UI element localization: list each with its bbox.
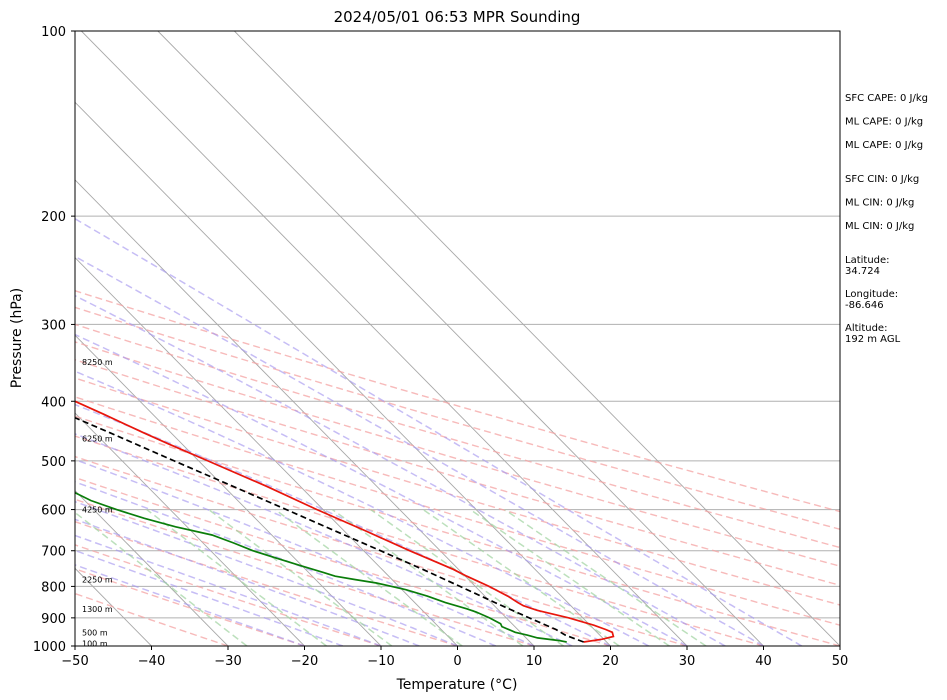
x-tick-label: 50 bbox=[832, 654, 849, 669]
annotation-line: ML CAPE: 0 J/kg bbox=[845, 140, 923, 151]
isotherm-line bbox=[157, 31, 764, 646]
isotherm-line bbox=[75, 256, 458, 646]
x-tick-label: −30 bbox=[214, 654, 241, 669]
dry-adiabat bbox=[75, 435, 764, 646]
parcel-profile bbox=[75, 416, 584, 643]
annotation-text: ML CIN: 0 J/kg bbox=[845, 221, 914, 232]
height-label: 4250 m bbox=[82, 506, 113, 515]
x-tick-label: 10 bbox=[526, 654, 543, 669]
x-tick-label: 40 bbox=[755, 654, 772, 669]
plot-area: 100 m 500 m 1300 m 2250 m 4250 m 6250 m 8250 m bbox=[75, 31, 840, 648]
annotation-line: SFC CIN: 0 J/kg bbox=[845, 174, 919, 185]
height-label: 2250 m bbox=[82, 576, 113, 585]
mixing-ratio-line bbox=[469, 508, 670, 646]
temperature-profile bbox=[75, 400, 615, 643]
y-tick-label: 800 bbox=[41, 580, 66, 595]
mixing-ratio-line bbox=[504, 508, 707, 646]
annotation-line: 192 m AGL bbox=[845, 334, 901, 345]
y-tick-label: 600 bbox=[41, 504, 66, 519]
annotation-line: 34.724 bbox=[845, 266, 880, 277]
annotation-text: SFC CAPE: 0 J/kg bbox=[845, 93, 928, 104]
moist-adiabat bbox=[75, 255, 764, 646]
isotherm-line bbox=[75, 101, 611, 646]
mixing-ratio-line bbox=[370, 508, 564, 646]
height-label: 6250 m bbox=[82, 435, 113, 444]
moist-adiabat bbox=[75, 481, 497, 646]
y-tick-label: 300 bbox=[41, 318, 66, 333]
x-tick-label: 0 bbox=[453, 654, 461, 669]
y-tick-label: 100 bbox=[41, 25, 66, 40]
y-tick-label: 700 bbox=[41, 545, 66, 560]
annotation-line: -86.646 bbox=[845, 300, 884, 311]
annotation-text: Latitude: 34.724 bbox=[845, 255, 890, 277]
annotation-line: ML CIN: 0 J/kg bbox=[845, 221, 914, 232]
x-tick-label: −40 bbox=[138, 654, 165, 669]
mixing-ratio-line bbox=[146, 509, 327, 646]
side-annotations: SFC CAPE: 0 J/kg ML CAPE: 0 J/kg ML CAPE: … bbox=[845, 93, 928, 345]
moist-adiabat bbox=[75, 370, 650, 646]
moist-adiabat bbox=[75, 217, 803, 646]
isotherm-line bbox=[75, 489, 229, 646]
dry-adiabat bbox=[75, 476, 611, 646]
dry-adiabat bbox=[75, 455, 688, 646]
annotation-text: ML CAPE: 0 J/kg bbox=[845, 117, 923, 128]
moist-adiabat bbox=[75, 534, 382, 646]
annotation-line: Longitude: bbox=[845, 289, 898, 300]
annotation-text: SFC CIN: 0 J/kg bbox=[845, 174, 919, 185]
y-tick-label: 900 bbox=[41, 612, 66, 627]
moist-adiabat bbox=[75, 433, 573, 646]
annotation-line: SFC CAPE: 0 J/kg bbox=[845, 93, 928, 104]
annotation-text: ML CAPE: 0 J/kg bbox=[845, 140, 923, 151]
y-tick-label: 400 bbox=[41, 395, 66, 410]
isotherm-line bbox=[75, 412, 305, 646]
dry-adiabat bbox=[75, 568, 305, 646]
moist-adiabat bbox=[75, 403, 611, 646]
height-label: 8250 m bbox=[82, 358, 113, 367]
height-label: 500 m bbox=[82, 628, 108, 637]
annotation-text: Longitude: -86.646 bbox=[845, 289, 898, 311]
y-tick-label: 1000 bbox=[33, 640, 66, 655]
chart-title: 2024/05/01 06:53 MPR Sounding bbox=[334, 8, 581, 26]
moist-adiabat bbox=[75, 518, 420, 646]
annotation-line: ML CAPE: 0 J/kg bbox=[845, 117, 923, 128]
x-tick-label: −20 bbox=[291, 654, 318, 669]
x-tick-label: −50 bbox=[61, 654, 88, 669]
x-tick-label: −10 bbox=[367, 654, 394, 669]
annotation-line: Altitude: bbox=[845, 323, 887, 334]
annotation-line: Latitude: bbox=[845, 255, 890, 266]
dry-adiabat bbox=[75, 377, 840, 606]
annotation-line: ML CIN: 0 J/kg bbox=[845, 198, 914, 209]
mixing-ratio-line bbox=[332, 508, 524, 646]
y-tick-label: 500 bbox=[41, 455, 66, 470]
dry-adiabat bbox=[75, 520, 458, 646]
isotherm-line bbox=[81, 31, 688, 646]
annotation-text: Altitude: 192 m AGL bbox=[845, 323, 901, 345]
dry-adiabat bbox=[75, 415, 840, 646]
mixing-ratio-line bbox=[422, 508, 620, 646]
isotherm-line bbox=[234, 31, 840, 646]
dry-adiabat bbox=[75, 592, 229, 646]
x-axis-label: Temperature (°C) bbox=[396, 677, 518, 693]
moist-adiabat bbox=[75, 458, 535, 646]
axes: −50 −40 −30 −20 −10 0 10 20 30 40 50 1000 900 800 700 6… bbox=[33, 25, 848, 669]
moist-adiabat bbox=[75, 333, 688, 646]
isotherm-line bbox=[75, 334, 382, 646]
isotherm-line bbox=[75, 179, 535, 646]
dewpoint-profile bbox=[75, 491, 567, 643]
x-tick-label: 20 bbox=[602, 654, 619, 669]
dry-adiabat bbox=[75, 290, 840, 513]
y-axis-label: Pressure (hPa) bbox=[9, 288, 25, 388]
height-label: 100 m bbox=[82, 639, 108, 648]
x-tick-label: 30 bbox=[679, 654, 696, 669]
mixing-ratio-line bbox=[208, 508, 393, 646]
mixing-ratio-line bbox=[274, 508, 463, 646]
y-tick-label: 200 bbox=[41, 210, 66, 225]
moist-adiabat bbox=[75, 294, 726, 646]
annotation-text: ML CIN: 0 J/kg bbox=[845, 198, 914, 209]
height-label: 1300 m bbox=[82, 605, 113, 614]
mixing-ratio-line bbox=[75, 511, 248, 646]
